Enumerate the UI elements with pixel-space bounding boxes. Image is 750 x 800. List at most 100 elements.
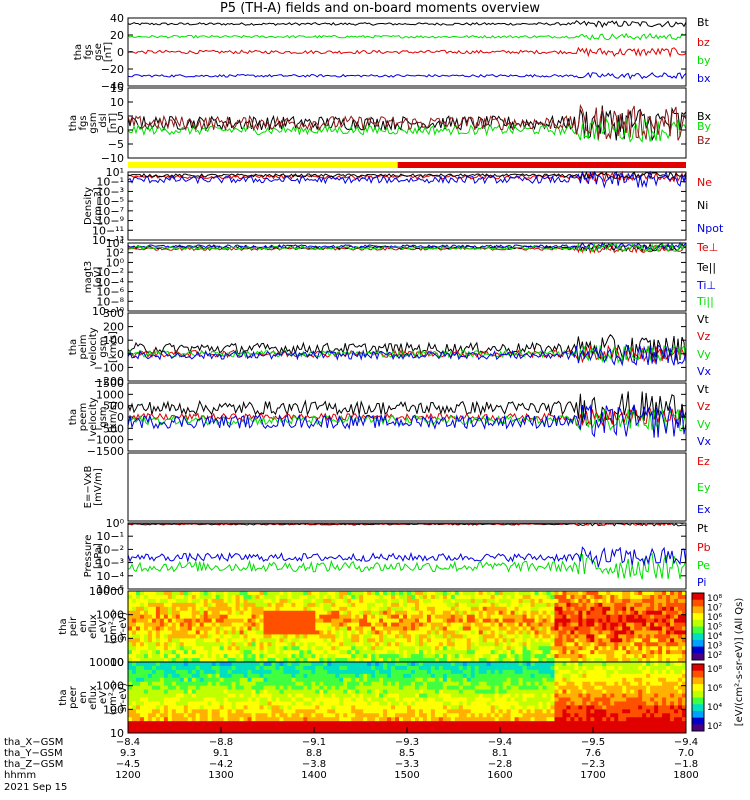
legend-entry: bx — [697, 72, 711, 85]
colorbar-tick-label: 10⁸ — [707, 594, 722, 604]
colorbar-tick-label: 10⁵ — [707, 623, 722, 633]
legend-entry: Npot — [697, 222, 724, 235]
legend-entry: by — [697, 54, 711, 67]
y-axis-label: [nPa] — [93, 543, 104, 569]
y-tick-label: 10000 — [89, 585, 124, 598]
x-row-label: hhmm — [4, 770, 36, 781]
colorbar-swatch — [692, 704, 704, 711]
y-axis-label: [km/s] — [108, 401, 119, 433]
legend-entry: Pe — [697, 559, 710, 572]
y-tick-label: −1500 — [87, 445, 124, 458]
panel-frame — [128, 18, 686, 86]
legend-entry: Te|| — [696, 261, 716, 274]
panel-peem_velocity — [128, 383, 686, 451]
panel-density — [128, 172, 686, 240]
panel-peir_spectrogram — [128, 591, 687, 663]
x-row-value: −4.2 — [209, 759, 233, 770]
panel-fgs_gsm — [128, 88, 686, 158]
x-row-value: −8.4 — [116, 737, 140, 748]
y-tick-label: 10 — [110, 96, 124, 109]
panel-peim_velocity — [128, 313, 686, 381]
panel-efield — [128, 453, 686, 521]
colorbar-swatch — [692, 684, 704, 691]
y-axis-label: sr-eV) — [118, 683, 129, 712]
y-axis-label: [cm−3] — [93, 187, 104, 225]
colorbar-swatch — [692, 633, 704, 640]
legend-entry: Vt — [697, 383, 710, 396]
panel-frame — [128, 453, 686, 521]
legend-entry: Vt — [697, 313, 710, 326]
colorbar-tick-label: 10⁴ — [707, 632, 722, 642]
legend-entry: Ni — [697, 199, 708, 212]
colorbar-swatch — [692, 711, 704, 718]
colorbar-swatch — [692, 593, 704, 600]
x-row-value: 1300 — [208, 770, 233, 781]
colorbar-tick-label: 10² — [707, 722, 722, 732]
series-line-fgs_gse-1 — [128, 48, 686, 56]
x-row-value: −9.5 — [581, 737, 605, 748]
x-row-value: 1500 — [394, 770, 419, 781]
x-row-value: −2.8 — [488, 759, 512, 770]
y-tick-label: 10−¹ — [96, 530, 124, 543]
x-row-value: 7.0 — [678, 748, 694, 759]
x-row-value: −8.8 — [209, 737, 233, 748]
series-line-pressure-3 — [128, 547, 686, 567]
y-tick-label: −5 — [108, 138, 124, 151]
colorbar-tick-label: 10⁴ — [707, 703, 722, 713]
y-tick-label: 10−⁴ — [96, 570, 124, 583]
x-row-value: −9.4 — [674, 737, 698, 748]
colorbar-swatch — [692, 600, 704, 607]
y-axis-label: [nT] — [108, 113, 119, 133]
colorbar-swatch — [692, 671, 704, 678]
x-row-value: −9.3 — [395, 737, 419, 748]
x-row-value: −2.3 — [581, 759, 605, 770]
legend-entry: Pi — [697, 576, 706, 589]
legend-entry: Pt — [697, 522, 709, 535]
colorbar-swatch — [692, 620, 704, 627]
legend-entry: Pb — [697, 541, 711, 554]
colorbar-swatch — [692, 691, 704, 698]
x-row-value: −9.1 — [302, 737, 326, 748]
mode-bar-segment-0 — [128, 162, 398, 168]
y-axis-label: [nT] — [103, 42, 114, 62]
legend-entry: Vx — [697, 365, 712, 378]
panel-frame — [128, 523, 686, 589]
colorbar-swatch — [692, 677, 704, 684]
colorbar-swatch — [692, 718, 704, 725]
legend-entry: Te⊥ — [696, 241, 718, 254]
y-axis-label: [km/s] — [108, 331, 119, 363]
date-label: 2021 Sep 15 — [4, 782, 67, 793]
legend-entry: Vy — [697, 348, 711, 361]
colorbar-swatch — [692, 627, 704, 634]
y-tick-label: 0 — [117, 46, 124, 59]
x-row-value: −1.8 — [674, 759, 698, 770]
panel-peer_spectrogram — [128, 662, 687, 734]
legend-entry: Vx — [697, 435, 712, 448]
colorbar-swatch — [692, 640, 704, 647]
legend-entry: Ex — [697, 503, 711, 516]
colorbar-tick-label: 10⁶ — [707, 613, 722, 623]
colorbar-swatch — [692, 613, 704, 620]
mode-bar-segment-1 — [398, 162, 686, 168]
x-row-value: −9.4 — [488, 737, 512, 748]
colorbar-swatch — [692, 698, 704, 705]
x-row-value: 1600 — [487, 770, 512, 781]
legend-entry: Ne — [697, 176, 712, 189]
colorbar-label: [eV/(cm²-s-sr-eV)] (All Qs) — [734, 598, 745, 727]
y-tick-label: −20 — [101, 63, 124, 76]
colorbar-swatch — [692, 653, 704, 660]
panel-fgs_gse — [128, 18, 686, 86]
x-row-value: 1700 — [580, 770, 605, 781]
x-row-value: −3.8 — [302, 759, 326, 770]
series-line-fgs_gse-2 — [128, 34, 686, 40]
legend-entry: Bz — [697, 134, 711, 147]
colorbar-swatch — [692, 664, 704, 671]
y-tick-label: 300 — [103, 307, 124, 320]
y-tick-label: −10 — [101, 152, 124, 165]
panel-temperature — [128, 243, 686, 311]
x-row-value: −4.5 — [116, 759, 140, 770]
y-axis-label: [mV/m] — [93, 468, 104, 506]
colorbar-swatch — [692, 606, 704, 613]
x-row-label: tha_Z−GSM — [4, 759, 63, 770]
y-axis-label: [eV] — [93, 267, 104, 288]
